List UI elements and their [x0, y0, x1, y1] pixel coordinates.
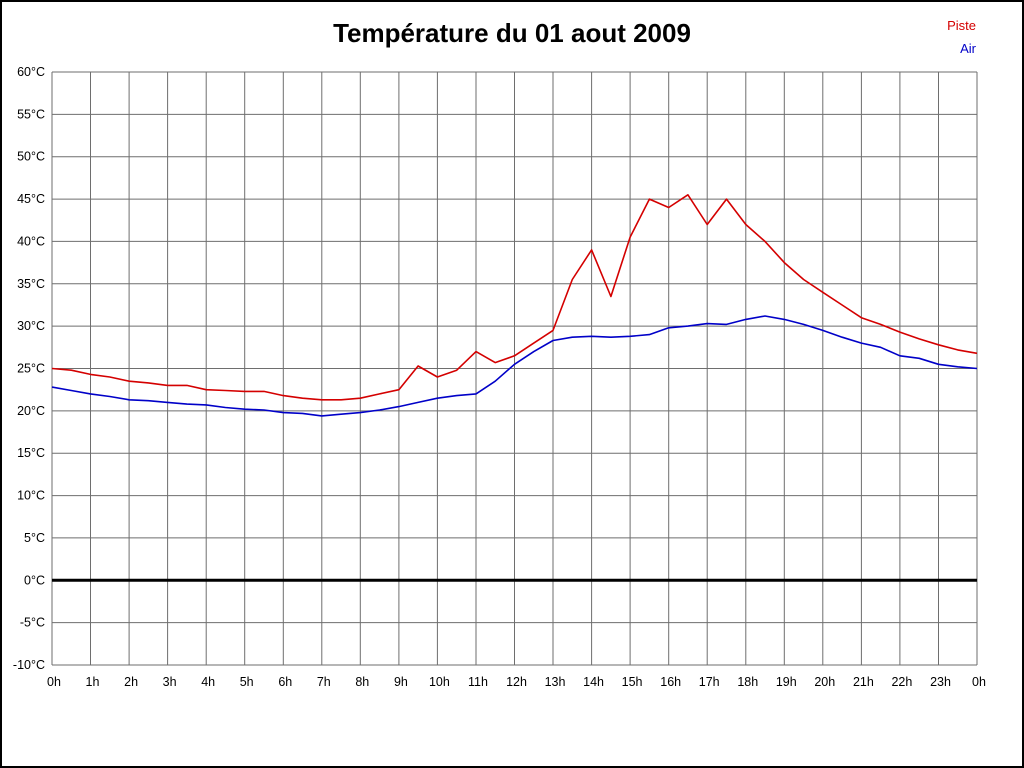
svg-text:0°C: 0°C: [24, 573, 45, 587]
legend-item-piste: Piste: [947, 18, 976, 33]
svg-text:20h: 20h: [814, 675, 835, 689]
svg-text:35°C: 35°C: [17, 277, 45, 291]
svg-text:5°C: 5°C: [24, 531, 45, 545]
svg-text:30°C: 30°C: [17, 319, 45, 333]
series-air-line: [51, 315, 978, 417]
svg-text:22h: 22h: [891, 675, 912, 689]
svg-text:25°C: 25°C: [17, 362, 45, 376]
svg-text:20°C: 20°C: [17, 404, 45, 418]
svg-text:0h: 0h: [972, 675, 986, 689]
svg-text:40°C: 40°C: [17, 234, 45, 248]
svg-text:0h: 0h: [47, 675, 61, 689]
svg-text:19h: 19h: [776, 675, 797, 689]
svg-text:21h: 21h: [853, 675, 874, 689]
svg-text:17h: 17h: [699, 675, 720, 689]
series-piste-line: [51, 194, 978, 401]
svg-text:18h: 18h: [737, 675, 758, 689]
svg-text:13h: 13h: [545, 675, 566, 689]
svg-text:23h: 23h: [930, 675, 951, 689]
svg-text:15°C: 15°C: [17, 446, 45, 460]
svg-text:10h: 10h: [429, 675, 450, 689]
svg-text:45°C: 45°C: [17, 192, 45, 206]
svg-text:55°C: 55°C: [17, 107, 45, 121]
svg-text:10°C: 10°C: [17, 489, 45, 503]
svg-text:9h: 9h: [394, 675, 408, 689]
svg-text:16h: 16h: [660, 675, 681, 689]
svg-text:-5°C: -5°C: [20, 616, 45, 630]
svg-text:8h: 8h: [355, 675, 369, 689]
svg-text:7h: 7h: [317, 675, 331, 689]
svg-text:2h: 2h: [124, 675, 138, 689]
svg-text:6h: 6h: [278, 675, 292, 689]
svg-text:50°C: 50°C: [17, 150, 45, 164]
svg-text:-10°C: -10°C: [13, 658, 45, 672]
svg-text:11h: 11h: [468, 675, 488, 689]
x-axis-labels: 0h 1h 2h 3h 4h 5h 6h 7h 8h 9h 10h 11h 12h 13h 14h 15h 16…: [47, 675, 986, 689]
legend-item-air: Air: [960, 41, 976, 56]
svg-text:60°C: 60°C: [17, 65, 45, 79]
svg-text:5h: 5h: [240, 675, 254, 689]
grid: [51, 71, 978, 666]
svg-text:4h: 4h: [201, 675, 215, 689]
svg-text:1h: 1h: [86, 675, 100, 689]
svg-text:15h: 15h: [622, 675, 643, 689]
legend: Piste Air: [947, 14, 976, 60]
chart-title: Température du 01 aout 2009: [333, 18, 691, 48]
svg-text:3h: 3h: [163, 675, 177, 689]
svg-text:12h: 12h: [506, 675, 527, 689]
y-axis-labels: 60°C 55°C 50°C 45°C 40°C 35°C 30°C 25°C 20°C 15°C…: [13, 65, 45, 672]
svg-text:14h: 14h: [583, 675, 604, 689]
